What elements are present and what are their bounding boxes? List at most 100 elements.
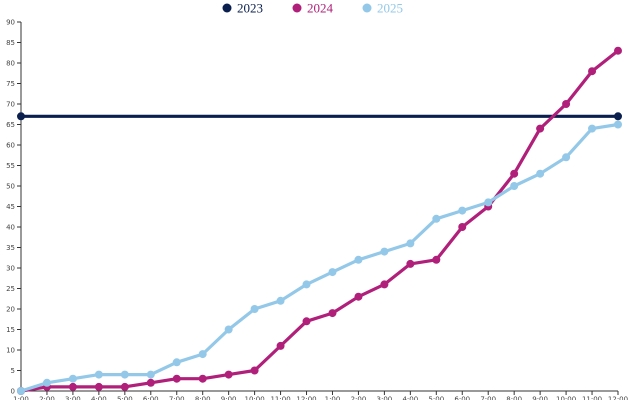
data-point-2025	[302, 280, 311, 289]
data-point-2025	[458, 206, 467, 215]
data-point-2025	[354, 255, 363, 264]
y-tick-label: 10	[6, 347, 15, 355]
data-point-2025	[536, 169, 545, 178]
series-line-2025	[19, 122, 620, 393]
y-tick-label: 55	[6, 162, 15, 170]
y-tick-label: 75	[6, 80, 15, 88]
legend-marker-2025	[362, 3, 372, 13]
y-tick-label: 25	[6, 285, 15, 293]
data-point-2025	[614, 120, 622, 129]
x-tick-label: 2:00	[39, 396, 55, 400]
x-tick-label: 6:00	[143, 396, 159, 400]
data-point-2025	[198, 350, 207, 359]
data-point-2024	[276, 341, 285, 350]
x-tick-label: 3:00	[377, 396, 393, 400]
x-tick-label: 9:00	[221, 396, 237, 400]
data-point-2023	[614, 112, 622, 121]
data-point-2024	[224, 370, 233, 379]
x-tick-label: 12:00	[608, 396, 628, 400]
data-point-2024	[198, 374, 207, 383]
legend-label-2025: 2025	[377, 1, 403, 16]
data-point-2024	[588, 67, 597, 76]
x-tick-label: 2:00	[351, 396, 367, 400]
data-point-2025	[588, 124, 597, 133]
data-point-2025	[432, 214, 441, 223]
x-tick-label: 8:00	[506, 396, 522, 400]
chart-series	[17, 46, 622, 395]
y-tick-label: 30	[6, 265, 15, 273]
x-tick-label: 6:00	[454, 396, 470, 400]
data-point-2025	[276, 296, 285, 305]
data-point-2024	[250, 366, 259, 375]
data-point-2025	[380, 247, 389, 256]
y-tick-label: 85	[6, 39, 15, 47]
data-point-2024	[354, 292, 363, 301]
legend-marker-2023	[222, 3, 232, 13]
x-tick-label: 7:00	[169, 396, 185, 400]
chart-legend: 2023 2024 2025	[222, 1, 403, 16]
y-tick-label: 15	[6, 326, 15, 334]
y-tick-label: 90	[6, 19, 15, 27]
data-point-2024	[328, 309, 337, 318]
x-tick-label: 4:00	[402, 396, 418, 400]
data-point-2025	[250, 305, 259, 313]
x-tick-label: 10:00	[245, 396, 265, 400]
data-point-2025	[120, 370, 129, 379]
legend-marker-2024	[292, 3, 302, 13]
series-2024	[17, 46, 622, 395]
data-point-2024	[536, 124, 545, 133]
x-tick-label: 1:00	[325, 396, 341, 400]
x-tick-label: 4:00	[91, 396, 107, 400]
data-point-2024	[458, 223, 467, 231]
data-point-2025	[42, 378, 51, 387]
x-tick-label: 5:00	[117, 396, 133, 400]
legend-label-2024: 2024	[307, 1, 334, 16]
data-point-2025	[68, 374, 77, 383]
data-point-2024	[562, 100, 571, 108]
data-point-2024	[94, 382, 103, 391]
x-tick-label: 11:00	[270, 396, 290, 400]
legend-label-2023: 2023	[237, 1, 263, 16]
x-tick-label: 8:00	[195, 396, 211, 400]
x-tick-label: 9:00	[532, 396, 548, 400]
data-point-2024	[146, 378, 155, 387]
data-point-2025	[328, 268, 337, 277]
x-tick-label: 5:00	[428, 396, 444, 400]
data-point-2024	[120, 382, 129, 391]
data-point-2024	[406, 259, 415, 268]
x-tick-label: 12:00	[296, 396, 316, 400]
data-point-2024	[510, 169, 519, 178]
y-tick-label: 60	[6, 142, 15, 150]
series-line-2024	[19, 49, 620, 393]
y-tick-label: 5	[11, 367, 15, 375]
chart-axes: 0 5 10 15 20 25 30 35 40 45 50 55 60 65 70 75 80 85 90 1:00…	[6, 19, 628, 400]
data-point-2025	[172, 358, 181, 367]
x-tick-label: 1:00	[13, 396, 29, 400]
y-tick-label: 50	[6, 183, 15, 191]
data-point-2024	[172, 374, 181, 383]
data-point-2025	[510, 182, 519, 190]
y-tick-label: 80	[6, 60, 15, 68]
data-point-2025	[146, 370, 155, 379]
data-point-2025	[17, 387, 25, 395]
data-point-2025	[94, 370, 103, 379]
series-2025	[17, 120, 622, 395]
y-tick-label: 35	[6, 244, 15, 252]
y-tick-label: 20	[6, 306, 15, 314]
data-point-2024	[614, 46, 622, 55]
data-point-2024	[380, 280, 389, 289]
data-point-2025	[406, 239, 415, 248]
data-point-2024	[432, 255, 441, 264]
data-point-2025	[484, 198, 493, 207]
data-point-2024	[302, 317, 311, 326]
x-tick-label: 7:00	[480, 396, 496, 400]
y-tick-label: 0	[11, 388, 15, 396]
x-tick-label: 11:00	[582, 396, 602, 400]
data-point-2023	[17, 112, 25, 121]
x-tick-label: 3:00	[65, 396, 81, 400]
y-tick-label: 40	[6, 224, 15, 232]
data-point-2025	[224, 325, 233, 334]
data-point-2025	[562, 153, 571, 162]
series-2023	[17, 112, 622, 121]
